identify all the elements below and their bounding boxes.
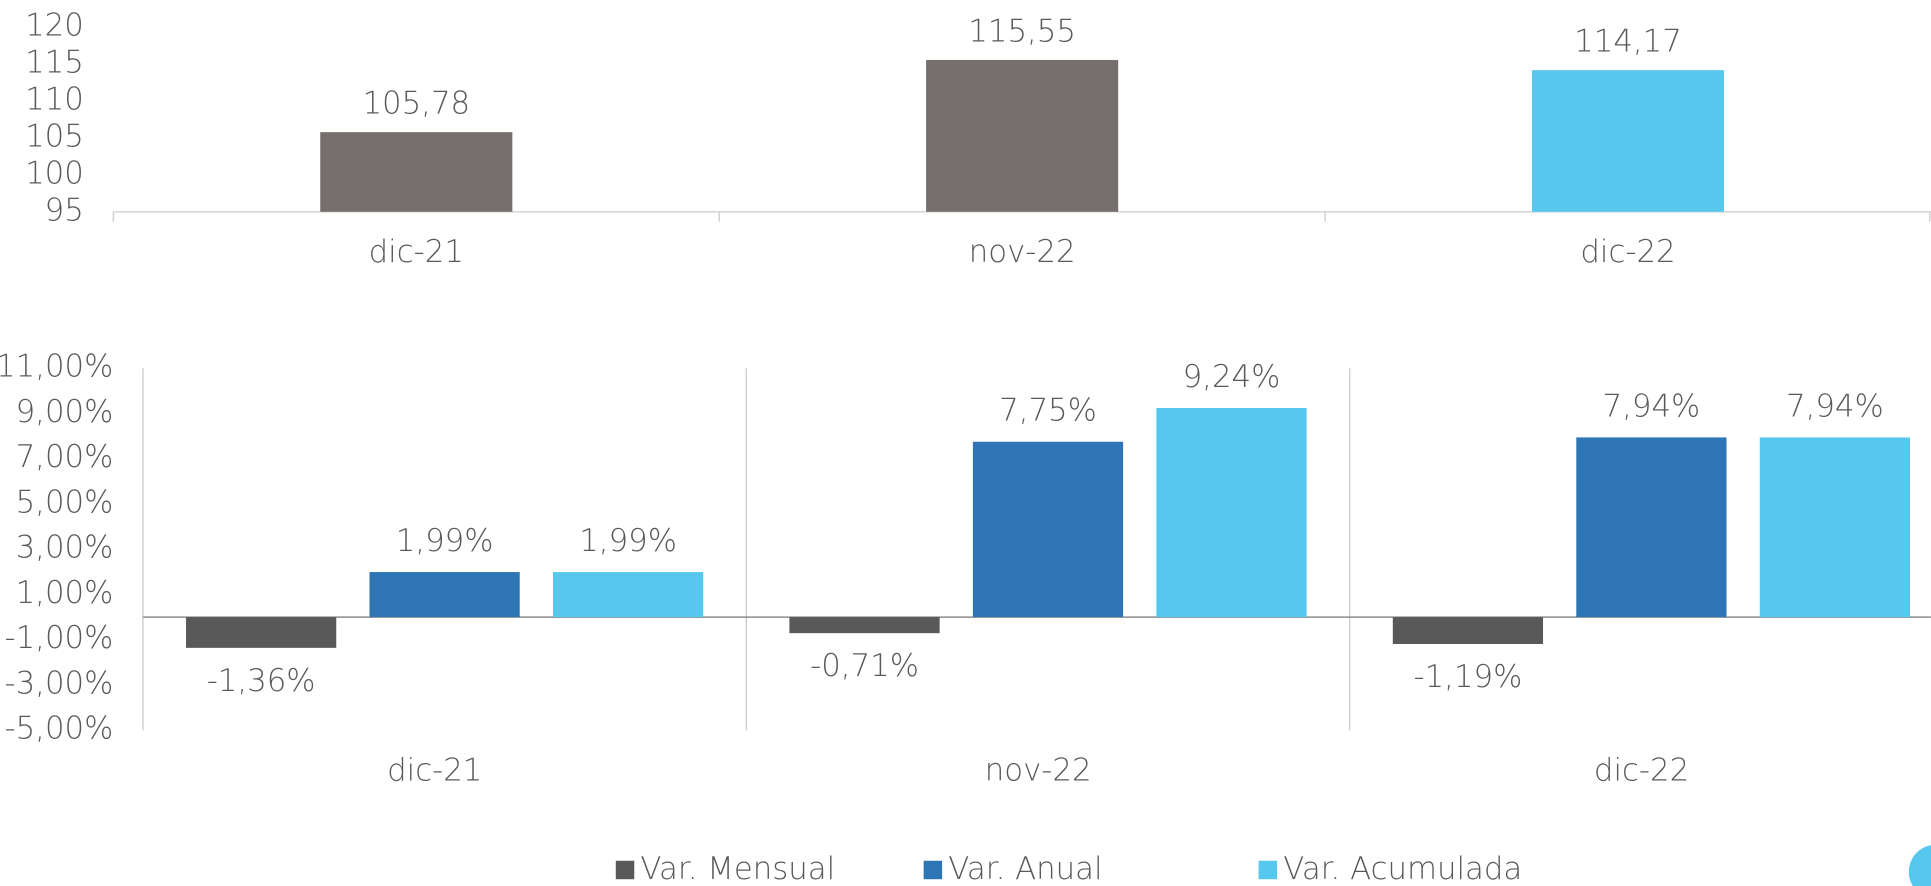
bar — [320, 132, 513, 212]
data-label: -1,19% — [1413, 659, 1522, 695]
y-tick-label: 115 — [25, 45, 84, 81]
data-label: 105,78 — [362, 86, 470, 122]
corner-decoration — [1908, 845, 1931, 886]
data-label: -0,71% — [810, 648, 919, 684]
x-tick-label: dic-21 — [387, 753, 482, 789]
x-tick-label: dic-22 — [1594, 753, 1689, 789]
y-tick-label: 105 — [25, 118, 84, 154]
y-tick-label: 1,00% — [16, 575, 114, 611]
y-tick-label: 9,00% — [16, 394, 114, 430]
data-label: 7,94% — [1603, 388, 1701, 424]
bar — [789, 617, 940, 634]
x-tick-label: dic-22 — [1580, 234, 1675, 270]
bar — [1392, 617, 1544, 645]
x-tick-label: dic-21 — [369, 234, 464, 270]
legend-swatch — [923, 860, 943, 880]
bar — [1531, 70, 1725, 212]
y-tick-label: 11,00% — [0, 349, 113, 385]
data-label: 1,99% — [579, 523, 677, 559]
bar — [926, 59, 1119, 212]
bar — [1156, 408, 1307, 618]
data-label: 7,94% — [1786, 388, 1884, 424]
bar — [1759, 437, 1910, 618]
x-tick-label: nov-22 — [969, 234, 1076, 270]
data-label: -1,36% — [207, 663, 316, 699]
bar — [552, 572, 704, 618]
y-tick-label: 7,00% — [16, 439, 114, 475]
legend-swatch — [1258, 860, 1278, 880]
y-tick-label: 100 — [25, 155, 84, 191]
y-tick-label: -1,00% — [5, 620, 114, 656]
y-tick-label: 95 — [45, 192, 84, 228]
y-tick-label: 5,00% — [16, 484, 114, 520]
legend-label: Var. Anual — [948, 851, 1102, 886]
x-tick-label: nov-22 — [985, 753, 1092, 789]
data-label: 115,55 — [968, 13, 1076, 49]
data-label: 9,24% — [1183, 359, 1281, 395]
legend-label: Var. Acumulada — [1283, 851, 1522, 886]
y-tick-label: -5,00% — [5, 711, 114, 747]
bar — [1576, 437, 1727, 618]
y-tick-label: -3,00% — [5, 665, 114, 701]
legend-label: Var. Mensual — [640, 851, 835, 886]
y-tick-label: 120 — [25, 8, 84, 44]
bar — [972, 441, 1124, 618]
y-tick-label: 3,00% — [16, 530, 114, 566]
data-label: 114,17 — [1574, 24, 1682, 60]
data-label: 7,75% — [999, 393, 1097, 429]
legend-swatch — [615, 860, 635, 880]
bar — [186, 617, 337, 648]
data-label: 1,99% — [396, 523, 494, 559]
bar — [369, 572, 520, 618]
y-tick-label: 110 — [25, 81, 84, 117]
